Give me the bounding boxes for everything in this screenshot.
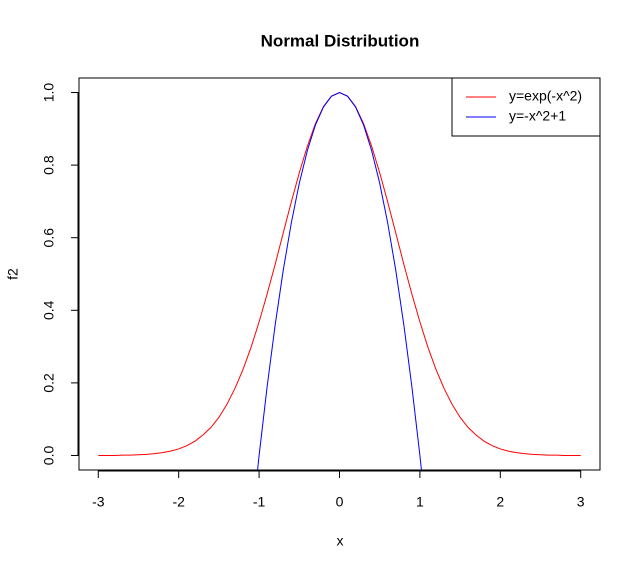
x-tick-label: 2 [496,494,504,510]
y-axis-label: f2 [5,268,21,280]
chart-title: Normal Distribution [261,31,420,50]
legend-box [451,77,601,137]
x-tick-label: -2 [172,494,185,510]
y-tick-label: 0.4 [41,300,57,320]
y-tick-label: 0.2 [41,373,57,393]
line-series [257,91,422,470]
y-tick-label: 0.0 [41,446,57,466]
legend-label: y=exp(-x^2) [509,88,582,104]
line-series [98,91,581,456]
legend-label: y=-x^2+1 [509,108,566,124]
x-tick-label: -1 [253,494,266,510]
x-axis-label: x [337,533,344,549]
plot-frame [78,77,601,471]
x-tick-label: 1 [416,494,424,510]
y-tick-label: 0.6 [41,228,57,248]
x-tick-label: -3 [92,494,105,510]
y-tick-label: 0.8 [41,155,57,175]
x-tick-label: 3 [577,494,585,510]
y-tick-label: 1.0 [41,83,57,103]
x-tick-label: 0 [336,494,344,510]
